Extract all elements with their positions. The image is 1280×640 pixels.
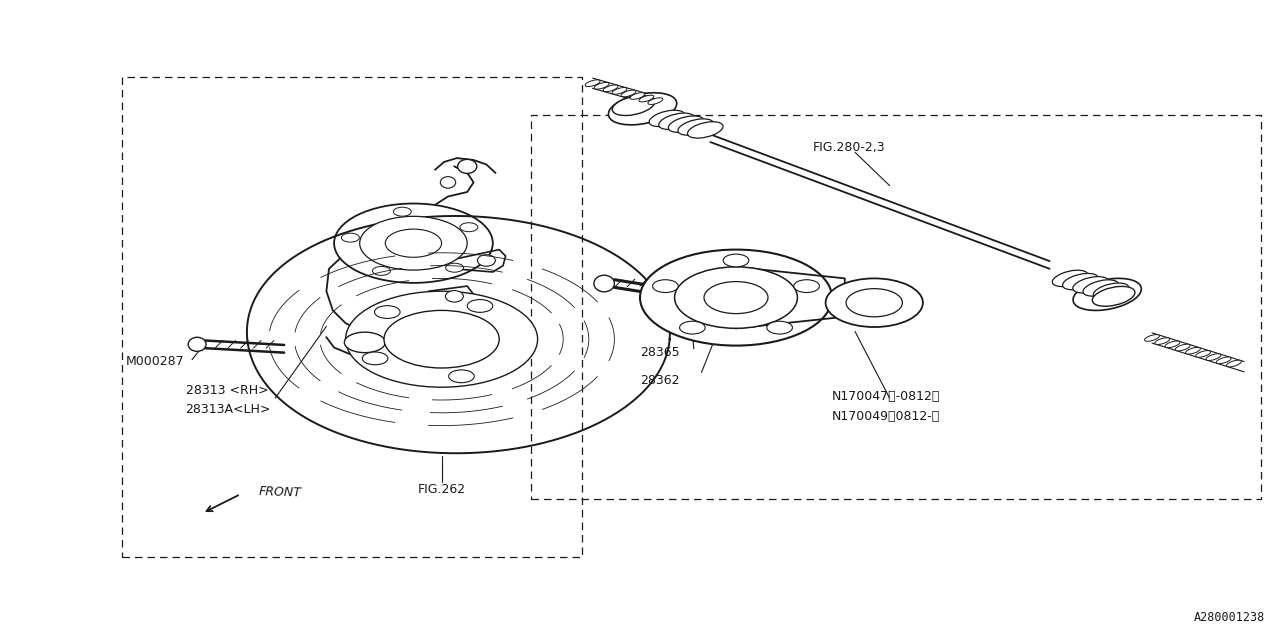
Ellipse shape <box>687 122 723 138</box>
Ellipse shape <box>445 291 463 302</box>
Ellipse shape <box>678 119 713 135</box>
Ellipse shape <box>1165 341 1180 348</box>
Ellipse shape <box>1083 280 1119 296</box>
Circle shape <box>375 306 401 319</box>
Circle shape <box>393 207 411 216</box>
Circle shape <box>767 321 792 334</box>
Ellipse shape <box>594 83 609 89</box>
Circle shape <box>449 370 475 383</box>
Ellipse shape <box>1073 276 1108 293</box>
Ellipse shape <box>1226 360 1242 367</box>
Ellipse shape <box>668 116 704 132</box>
Text: M000287: M000287 <box>125 355 184 368</box>
Circle shape <box>372 266 390 275</box>
Ellipse shape <box>188 337 206 351</box>
Ellipse shape <box>612 88 627 94</box>
Ellipse shape <box>612 96 655 115</box>
Text: 28362: 28362 <box>640 374 680 387</box>
Ellipse shape <box>1092 287 1135 306</box>
Ellipse shape <box>1216 357 1231 364</box>
Ellipse shape <box>477 255 495 266</box>
Polygon shape <box>247 216 669 453</box>
Text: 28313A<LH>: 28313A<LH> <box>186 403 271 416</box>
Text: FIG.280-2,3: FIG.280-2,3 <box>813 141 886 154</box>
Circle shape <box>334 204 493 283</box>
Circle shape <box>385 229 442 257</box>
Ellipse shape <box>608 93 677 125</box>
Circle shape <box>723 254 749 267</box>
Circle shape <box>344 332 385 353</box>
Ellipse shape <box>458 159 477 173</box>
Ellipse shape <box>585 80 600 86</box>
Circle shape <box>680 321 705 334</box>
Ellipse shape <box>630 93 645 99</box>
Ellipse shape <box>1052 270 1088 287</box>
Ellipse shape <box>649 110 685 127</box>
Ellipse shape <box>1185 348 1201 354</box>
Ellipse shape <box>659 113 694 129</box>
Circle shape <box>640 250 832 346</box>
Ellipse shape <box>1144 335 1160 341</box>
Text: N170049（0812-）: N170049（0812-） <box>832 410 941 422</box>
Ellipse shape <box>1073 278 1142 310</box>
Circle shape <box>467 300 493 312</box>
Circle shape <box>460 223 477 232</box>
Ellipse shape <box>603 85 618 92</box>
Ellipse shape <box>594 275 614 292</box>
Ellipse shape <box>1206 354 1221 360</box>
Circle shape <box>826 278 923 327</box>
Circle shape <box>445 263 463 272</box>
Ellipse shape <box>648 98 663 104</box>
Circle shape <box>346 291 538 387</box>
Polygon shape <box>736 267 845 328</box>
Text: FRONT: FRONT <box>259 484 302 499</box>
Ellipse shape <box>1196 351 1211 357</box>
Circle shape <box>704 282 768 314</box>
Circle shape <box>384 310 499 368</box>
Ellipse shape <box>621 90 636 97</box>
Ellipse shape <box>1155 338 1170 344</box>
Text: A280001238: A280001238 <box>1193 611 1265 624</box>
Text: N170047（-0812）: N170047（-0812） <box>832 390 941 403</box>
Circle shape <box>342 233 360 242</box>
Ellipse shape <box>1062 273 1098 290</box>
Circle shape <box>360 216 467 270</box>
Ellipse shape <box>639 95 654 102</box>
Ellipse shape <box>1093 283 1129 300</box>
Text: 28365: 28365 <box>640 346 680 358</box>
Circle shape <box>846 289 902 317</box>
Text: 28313 <RH>: 28313 <RH> <box>186 384 269 397</box>
Circle shape <box>362 352 388 365</box>
Ellipse shape <box>440 177 456 188</box>
Ellipse shape <box>1175 344 1190 351</box>
Text: FIG.262: FIG.262 <box>417 483 466 496</box>
Circle shape <box>675 267 797 328</box>
Circle shape <box>794 280 819 292</box>
Circle shape <box>653 280 678 292</box>
